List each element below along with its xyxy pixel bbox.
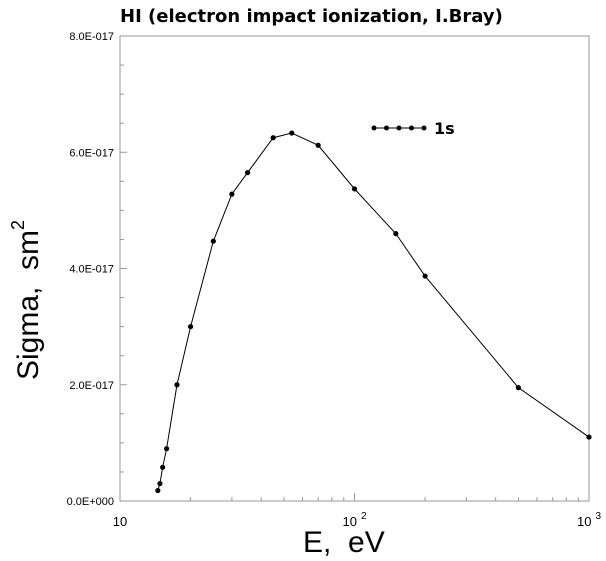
y-axis-ticks: 0.0E+000 2.0E-017 4.0E-017 6.0E-017 8.0E-017 [67,31,127,508]
y-tick-label: 2.0E-017 [69,380,114,392]
x-tick-label: 10 3 [577,511,601,529]
legend-marker [384,125,389,131]
y-tick-label: 0.0E+000 [67,496,114,508]
x-tick-label: 10 [113,514,127,529]
x-tick-exponent: 3 [595,511,601,522]
data-point [174,382,180,388]
y-tick-label: 8.0E-017 [69,31,114,43]
legend: 1s [371,119,455,138]
data-point [210,238,216,244]
x-tick-base: 10 [577,514,591,529]
data-point [586,434,592,440]
y-axis-label-superscript: 2 [8,220,28,230]
data-point [289,130,295,136]
legend-marker [409,125,414,131]
legend-marker [371,125,377,131]
data-point [157,480,163,487]
x-tick-base: 10 [342,514,356,529]
x-tick-exponent: 2 [361,511,367,522]
legend-marker [421,125,427,131]
data-point [422,273,428,279]
chart-title: HI (electron impact ionization, I.Bray) [120,6,503,27]
data-point [155,487,161,494]
data-point [270,135,276,141]
plot-frame [119,35,590,502]
data-point [515,385,522,391]
data-point [244,169,251,176]
data-point [315,142,321,148]
data-point [187,324,194,330]
series-line [157,132,590,491]
y-tick-label: 6.0E-017 [69,147,114,159]
legend-label: 1s [434,119,455,138]
legend-marker [396,125,402,131]
y-axis-label: Sigma, sm [12,230,45,380]
x-axis-label: E, eV [303,526,385,559]
svg-text:Sigma, sm2: Sigma, sm2 [8,220,45,380]
data-point [229,191,235,197]
x-tick-base: 10 [113,514,127,529]
series-layer [155,130,592,494]
data-point [160,464,166,470]
data-point [351,186,358,192]
y-axis-label-group: Sigma, sm2 [8,220,45,380]
y-tick-label: 4.0E-017 [69,264,114,276]
x-tick-label: 10 2 [342,511,366,529]
data-point [163,446,170,452]
x-axis-ticks: 10 10 2 10 3 [113,493,601,529]
data-point [393,231,399,237]
